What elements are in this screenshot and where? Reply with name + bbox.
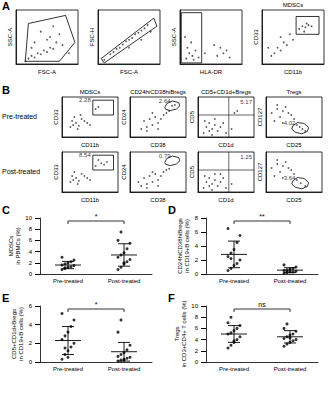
svg-text:F: F	[168, 292, 175, 304]
svg-text:2.28: 2.28	[79, 97, 91, 103]
svg-text:2.64: 2.64	[159, 98, 171, 104]
svg-text:2: 2	[195, 348, 199, 354]
svg-text:Pre-treated: Pre-treated	[53, 366, 83, 372]
svg-text:Post-treated: Post-treated	[2, 168, 40, 175]
svg-text:CD33: CD33	[253, 29, 259, 45]
svg-text:CD127: CD127	[257, 107, 263, 126]
svg-text:8: 8	[195, 314, 199, 320]
svg-text:CD25: CD25	[286, 197, 302, 203]
svg-text:Pre-treated: Pre-treated	[53, 278, 83, 284]
svg-text:8: 8	[195, 215, 199, 221]
svg-text:2: 2	[29, 260, 33, 266]
svg-text:Post-treated: Post-treated	[274, 278, 307, 284]
svg-text:1.25: 1.25	[240, 154, 252, 160]
svg-text:Post-treated: Post-treated	[108, 278, 141, 284]
svg-text:CD25: CD25	[286, 142, 302, 148]
svg-text:10: 10	[25, 215, 32, 221]
svg-text:CD38: CD38	[150, 197, 166, 203]
svg-text:CD5: CD5	[189, 165, 195, 178]
svg-text:0: 0	[195, 359, 199, 365]
svg-text:8.54: 8.54	[79, 152, 91, 158]
svg-text:MDSCs: MDSCs	[283, 2, 304, 8]
svg-text:2: 2	[195, 257, 199, 263]
svg-text:6: 6	[195, 325, 199, 331]
svg-text:B: B	[2, 84, 10, 96]
svg-text:4: 4	[29, 249, 33, 255]
svg-text:CD5: CD5	[189, 110, 195, 123]
svg-text:3.64: 3.64	[283, 174, 296, 181]
svg-text:Post-treated: Post-treated	[274, 366, 307, 372]
svg-text:**: **	[259, 213, 265, 220]
svg-text:Pre-treated: Pre-treated	[2, 113, 37, 120]
svg-text:CD38: CD38	[150, 142, 166, 148]
svg-text:CD24hiCD38hiBregs: CD24hiCD38hiBregs	[177, 218, 183, 274]
svg-text:CD11b: CD11b	[284, 69, 303, 75]
svg-text:4: 4	[195, 337, 199, 343]
svg-text:FSC-A: FSC-A	[38, 69, 56, 75]
svg-text:CD33: CD33	[53, 164, 59, 180]
svg-text:CD24hiCD38hiBregs: CD24hiCD38hiBregs	[130, 89, 186, 95]
svg-text:CD24: CD24	[121, 164, 127, 180]
svg-text:5.17: 5.17	[240, 99, 252, 105]
svg-text:MDSCs: MDSCs	[8, 236, 14, 257]
svg-text:C: C	[2, 204, 10, 216]
svg-text:MDSCs: MDSCs	[80, 89, 101, 95]
svg-text:Post-treated: Post-treated	[108, 366, 141, 372]
svg-text:6: 6	[29, 303, 33, 309]
svg-text:CD1d: CD1d	[218, 142, 233, 148]
svg-text:HLA-DR: HLA-DR	[200, 69, 223, 75]
svg-text:CD24: CD24	[121, 109, 127, 125]
svg-text:*: *	[95, 213, 98, 220]
svg-text:CD33: CD33	[53, 109, 59, 125]
svg-text:in CD3+CD4+ T cells (%): in CD3+CD4+ T cells (%)	[181, 300, 187, 367]
svg-text:4.02: 4.02	[283, 119, 296, 126]
svg-text:CD5+CD1d+Bregs: CD5+CD1d+Bregs	[11, 309, 17, 359]
svg-text:FSC-A: FSC-A	[120, 69, 138, 75]
svg-text:0: 0	[195, 271, 199, 277]
svg-text:0.79: 0.79	[159, 153, 171, 159]
svg-text:SSC-A: SSC-A	[171, 28, 177, 46]
svg-text:CD11b: CD11b	[81, 142, 100, 148]
svg-text:CD5+CD1d+Bregs: CD5+CD1d+Bregs	[201, 89, 251, 95]
svg-text:E: E	[2, 292, 9, 304]
svg-text:*: *	[95, 301, 98, 308]
svg-text:8: 8	[29, 226, 33, 232]
svg-text:4: 4	[29, 322, 33, 328]
svg-text:Pre-treated: Pre-treated	[219, 366, 249, 372]
svg-text:CD11b: CD11b	[81, 197, 100, 203]
svg-text:0: 0	[29, 271, 33, 277]
svg-text:ns: ns	[258, 301, 266, 308]
svg-text:Tregs: Tregs	[286, 89, 301, 95]
svg-text:CD1d: CD1d	[218, 197, 233, 203]
svg-text:FSC-H: FSC-H	[89, 28, 95, 46]
svg-text:in PBMCs (%): in PBMCs (%)	[15, 227, 21, 265]
svg-text:4: 4	[195, 243, 199, 249]
svg-text:SSC-A: SSC-A	[7, 28, 13, 46]
svg-text:10: 10	[191, 303, 198, 309]
svg-text:2: 2	[29, 340, 33, 346]
svg-text:in CD19+B cells (%): in CD19+B cells (%)	[184, 219, 190, 273]
svg-text:CD127: CD127	[257, 162, 263, 181]
svg-text:Pre-treated: Pre-treated	[219, 278, 249, 284]
svg-text:Tregs: Tregs	[174, 326, 180, 341]
svg-text:D: D	[168, 204, 176, 216]
svg-text:6: 6	[29, 237, 33, 243]
svg-text:0: 0	[29, 359, 33, 365]
svg-text:6: 6	[195, 229, 199, 235]
svg-text:in CD19+B cells (%): in CD19+B cells (%)	[18, 307, 24, 361]
svg-text:A: A	[2, 0, 10, 12]
